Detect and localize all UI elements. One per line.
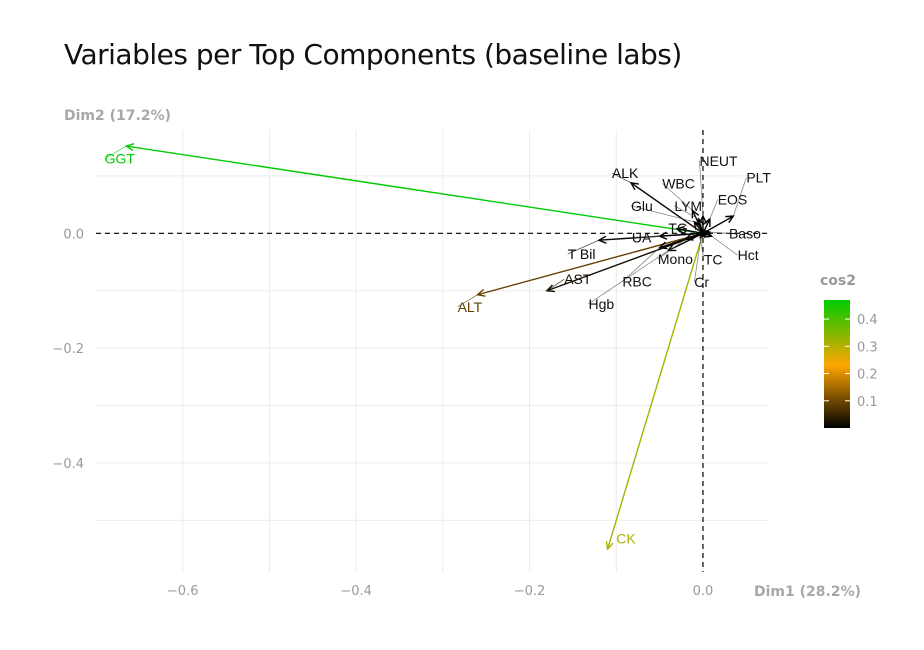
legend-tick-label: 0.2 <box>857 368 878 383</box>
label-leader-line <box>457 294 478 308</box>
label-leader-line <box>567 239 600 255</box>
label-leader-line <box>611 172 632 184</box>
label-plt: PLT <box>746 170 771 186</box>
label-leader-line <box>661 183 693 211</box>
label-ck: CK <box>616 531 636 547</box>
label-leader-line <box>711 235 738 256</box>
arrow-shaft <box>630 182 704 234</box>
label-leader-line <box>674 205 699 220</box>
arrow-shaft <box>546 232 704 292</box>
label-hct: Hct <box>738 247 759 263</box>
label-mono: Mono <box>658 251 693 267</box>
label-ggt: GGT <box>105 151 136 167</box>
y-tick-label: −0.4 <box>52 457 84 472</box>
label-leader-line <box>693 236 702 283</box>
arrow-ck <box>605 233 704 551</box>
label-leader-line <box>657 238 686 260</box>
label-leader-line <box>588 250 669 305</box>
label-alk: ALK <box>612 165 639 181</box>
label-leader-line <box>699 237 705 260</box>
arrow-shaft <box>676 228 704 235</box>
variable-labels: GGT ALT CK AST T Bil RBC Hgb Mono UA TG ALK WBC Glu L… <box>105 151 772 547</box>
arrow-shaft <box>659 232 704 237</box>
legend-colorbar <box>824 300 850 428</box>
label-leader-line <box>732 177 747 217</box>
arrow-tg <box>675 225 704 235</box>
legend-tick-label: 0.1 <box>857 395 878 410</box>
label-eos: EOS <box>718 191 748 207</box>
label-glu: Glu <box>631 198 653 214</box>
label-leader-lines <box>104 145 747 308</box>
label-tc: TC <box>704 252 723 268</box>
reference-lines <box>96 130 768 572</box>
chart-title: Variables per Top Components (baseline l… <box>64 38 682 71</box>
y-axis-title: Dim2 (17.2%) <box>64 108 171 124</box>
label-leader-line <box>699 160 704 217</box>
cos2-legend: cos2 0.1 0.2 0.3 0.4 <box>820 273 878 428</box>
label-leader-line <box>709 199 719 220</box>
legend-tick-label: 0.3 <box>857 340 878 355</box>
label-ast: AST <box>564 271 592 287</box>
arrow-shaft <box>702 215 734 234</box>
x-tick-labels: −0.6 −0.4 −0.2 0.0 <box>167 584 713 599</box>
y-tick-label: −0.2 <box>52 342 84 357</box>
x-tick-label: −0.2 <box>514 584 546 599</box>
label-hgb: Hgb <box>589 296 615 312</box>
x-tick-label: −0.4 <box>340 584 372 599</box>
legend-title: cos2 <box>820 273 856 289</box>
label-wbc: WBC <box>662 175 695 191</box>
arrow-shaft <box>606 233 704 550</box>
label-cr: Cr <box>694 274 709 290</box>
x-tick-label: −0.6 <box>167 584 199 599</box>
label-rbc: RBC <box>622 274 652 290</box>
x-axis-title: Dim1 (28.2%) <box>754 584 861 600</box>
label-ua: UA <box>632 229 652 245</box>
label-alt: ALT <box>458 299 483 315</box>
y-tick-labels: 0.0 −0.2 −0.4 <box>52 227 84 472</box>
label-leader-line <box>546 278 565 292</box>
legend-tick-label: 0.4 <box>857 313 878 328</box>
label-lym: LYM <box>674 198 702 214</box>
arrow-head <box>605 541 614 551</box>
arrow-shaft <box>477 232 704 296</box>
label-tg: TG <box>668 220 687 236</box>
label-leader-line <box>104 145 127 160</box>
arrow-shaft <box>126 145 704 235</box>
label-leader-line <box>631 235 660 238</box>
y-tick-label: 0.0 <box>63 227 84 242</box>
grid-lines <box>96 130 768 572</box>
label-leader-line <box>630 205 695 223</box>
label-t-bil: T Bil <box>568 246 596 262</box>
arrow-head <box>675 225 685 234</box>
label-baso: Baso <box>729 225 761 241</box>
legend-ticks: 0.1 0.2 0.3 0.4 <box>824 313 878 410</box>
label-leader-line <box>709 231 730 234</box>
label-neut: NEUT <box>699 153 738 169</box>
x-tick-label: 0.0 <box>693 584 714 599</box>
label-leader-line <box>622 247 660 282</box>
